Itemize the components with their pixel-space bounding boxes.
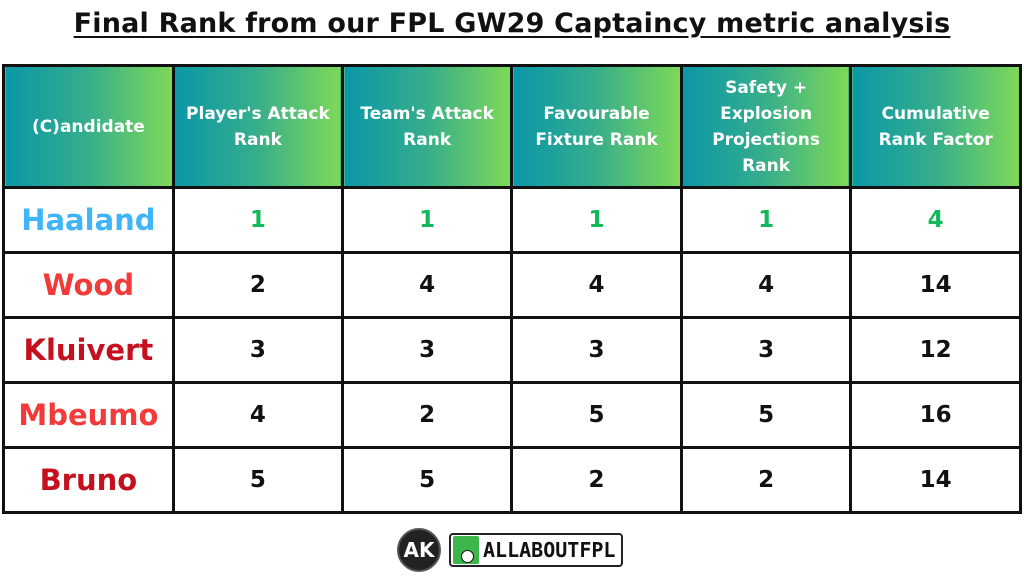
candidate-name: Haaland — [2, 186, 175, 254]
rank-cell: 2 — [679, 446, 853, 514]
header-safety-explosion: Safety + Explosion Projections Rank — [679, 64, 853, 189]
rank-cell: 3 — [510, 316, 683, 384]
rank-cell: 1 — [171, 186, 345, 254]
rank-cell: 2 — [510, 446, 683, 514]
table-row: Mbeumo 4 2 5 5 16 — [2, 381, 1022, 449]
table-row: Haaland 1 1 1 1 4 — [2, 186, 1022, 254]
header-cumulative: Cumulative Rank Factor — [849, 64, 1022, 189]
rank-cell: 16 — [849, 381, 1022, 449]
rank-cell: 1 — [510, 186, 683, 254]
rank-cell: 1 — [341, 186, 514, 254]
candidate-name: Mbeumo — [2, 381, 175, 449]
rank-cell: 12 — [849, 316, 1022, 384]
candidate-name: Wood — [2, 251, 175, 319]
rank-cell: 4 — [341, 251, 514, 319]
rank-cell: 4 — [171, 381, 345, 449]
football-boot-icon — [453, 536, 479, 564]
rank-cell: 14 — [849, 251, 1022, 319]
table-row: Wood 2 4 4 4 14 — [2, 251, 1022, 319]
table-row: Bruno 5 5 2 2 14 — [2, 446, 1022, 514]
rank-table: (C)andidate Player's Attack Rank Team's … — [2, 64, 1022, 514]
candidate-name: Kluivert — [2, 316, 175, 384]
rank-cell: 2 — [341, 381, 514, 449]
rank-cell: 4 — [849, 186, 1022, 254]
allaboutfpl-logo: ALLABOUTFPL — [449, 533, 624, 567]
header-candidate: (C)andidate — [2, 64, 175, 189]
footer-logos: AK ALLABOUTFPL — [397, 528, 624, 572]
rank-cell: 3 — [679, 316, 853, 384]
header-team-attack: Team's Attack Rank — [341, 64, 514, 189]
rank-cell: 2 — [171, 251, 345, 319]
rank-cell: 5 — [171, 446, 345, 514]
rank-cell: 5 — [510, 381, 683, 449]
rank-cell: 14 — [849, 446, 1022, 514]
rank-cell: 3 — [341, 316, 514, 384]
ak-logo: AK — [397, 528, 441, 572]
rank-cell: 4 — [510, 251, 683, 319]
table-row: Kluivert 3 3 3 3 12 — [2, 316, 1022, 384]
rank-cell: 5 — [679, 381, 853, 449]
rank-cell: 3 — [171, 316, 345, 384]
header-fixture: Favourable Fixture Rank — [510, 64, 683, 189]
candidate-name: Bruno — [2, 446, 175, 514]
rank-cell: 5 — [341, 446, 514, 514]
page-title: Final Rank from our FPL GW29 Captaincy m… — [73, 8, 951, 39]
brand-text: ALLABOUTFPL — [483, 538, 616, 562]
header-player-attack: Player's Attack Rank — [171, 64, 345, 189]
rank-cell: 1 — [679, 186, 853, 254]
rank-cell: 4 — [679, 251, 853, 319]
header-row: (C)andidate Player's Attack Rank Team's … — [2, 64, 1022, 189]
